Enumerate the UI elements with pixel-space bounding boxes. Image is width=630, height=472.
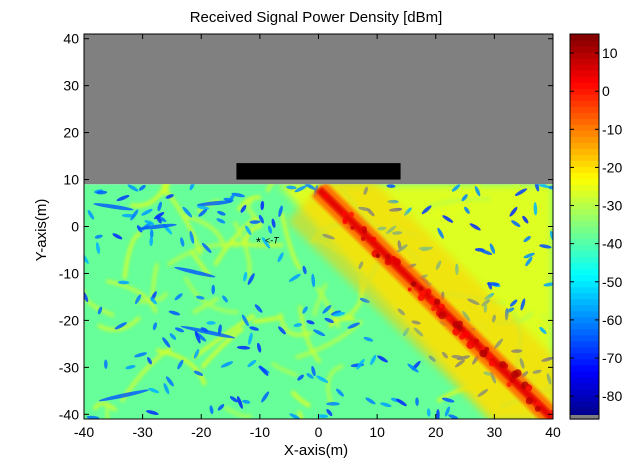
colorbar-tick-label: -50 (602, 274, 622, 290)
y-tick-label: -10 (59, 265, 79, 281)
colorbar-tick-label: -80 (602, 388, 622, 404)
colorbar-tick-label: -40 (602, 236, 622, 252)
transmitter-marker: * <-T (256, 235, 280, 250)
colorbar-tick-label: -10 (602, 121, 622, 137)
y-tick-label: -40 (59, 406, 79, 422)
x-tick-label: 40 (545, 424, 561, 440)
colorbar-ticks: 10 0 -10 -20 -30 -40 -50 -60 -70 -80 (570, 45, 622, 404)
x-tick-label: -40 (74, 424, 94, 440)
transmitter-label: <-T (265, 236, 280, 246)
y-tick-label: 30 (63, 78, 79, 94)
y-tick-label: -20 (59, 312, 79, 328)
chart-title: Received Signal Power Density [dBm] (190, 9, 443, 26)
x-tick-label: -30 (133, 424, 153, 440)
colorbar-tick-label: 0 (602, 83, 610, 99)
x-tick-label: 0 (315, 424, 323, 440)
x-tick-label: 10 (369, 424, 385, 440)
y-axis-label: Y-axis(m) (33, 199, 50, 262)
x-tick-label: -20 (191, 424, 211, 440)
x-tick-label: 30 (487, 424, 503, 440)
transmitter-star-icon: * (256, 235, 261, 250)
main-beam (286, 184, 553, 419)
colorbar: 10 0 -10 -20 -30 -40 -50 -60 -70 -80 (569, 33, 622, 420)
obstacle-block (236, 163, 401, 180)
unsimulated-region (84, 34, 553, 185)
colorbar-tick-label: -60 (602, 312, 622, 328)
y-tick-label: 20 (63, 125, 79, 141)
y-tick-label: 40 (63, 31, 79, 47)
x-axis-label: X-axis(m) (284, 442, 348, 459)
colorbar-tick-label: -70 (602, 350, 622, 366)
plot-area: -40 -30 -20 -10 0 10 20 30 40 40 30 20 10 0 -10 -20 -30 -… (59, 31, 561, 440)
y-tick-label: 10 (63, 172, 79, 188)
colorbar-tick-label: -30 (602, 198, 622, 214)
colorbar-tick-label: -20 (602, 159, 622, 175)
power-field (84, 184, 553, 419)
colorbar-gradient (570, 34, 599, 420)
colorbar-tick-label: 10 (602, 45, 618, 61)
y-tick-label: -30 (59, 359, 79, 375)
colorbar-frame (569, 33, 600, 420)
x-tick-label: -10 (250, 424, 270, 440)
x-tick-label: 20 (428, 424, 444, 440)
axis-ticks: -40 -30 -20 -10 0 10 20 30 40 40 30 20 10 0 -10 -20 -30 -… (59, 31, 561, 440)
y-tick-label: 0 (71, 219, 79, 235)
